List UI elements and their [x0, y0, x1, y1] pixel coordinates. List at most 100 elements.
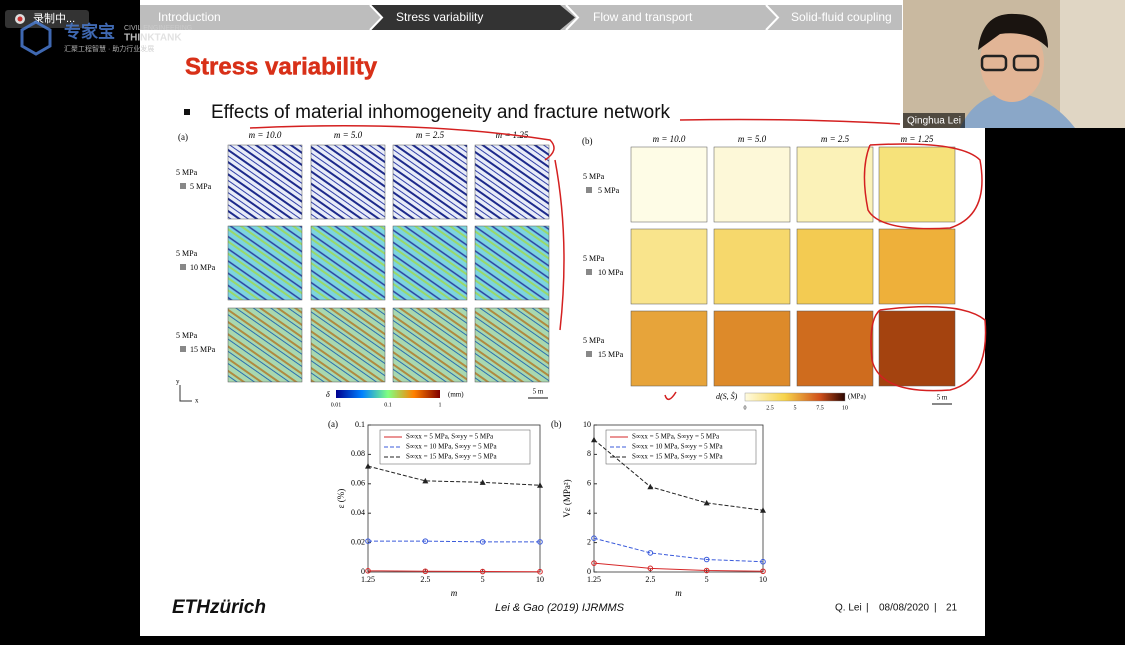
colorbar-tick: 2.5 [766, 405, 774, 411]
y-tick-label: 0.02 [351, 537, 365, 546]
row-label: 5 MPa [190, 182, 212, 191]
nav-bar: Introduction Stress variability Flow and… [140, 4, 902, 31]
footer-logo: ETHzürich [172, 597, 266, 618]
y-tick-label: 0 [587, 567, 591, 576]
x-tick-label: 1.25 [587, 575, 601, 584]
legend-box [605, 429, 757, 465]
y-tick-label: 0.1 [355, 420, 365, 429]
name-tag-bg [903, 113, 965, 128]
stress-map [227, 307, 303, 383]
colorbar-tick: 7.5 [816, 405, 824, 411]
legend-entry: S∞xx = 5 MPa, S∞yy = 5 MPa [632, 433, 720, 441]
logo-line2: THINKTANK [124, 33, 182, 44]
pen-stroke [870, 305, 987, 392]
colorbar-tick: 0.01 [331, 402, 342, 408]
stress-map [474, 144, 550, 220]
column-label: m = 5.0 [334, 130, 363, 140]
column-label: m = 5.0 [738, 134, 767, 144]
x-tick-label: 2.5 [645, 575, 655, 584]
marker [537, 568, 543, 575]
bullet-text: Effects of material inhomogeneity and fr… [211, 102, 671, 123]
logo-icon [20, 20, 52, 56]
y-tick-label: 4 [587, 508, 591, 517]
marker [365, 463, 371, 469]
marker [703, 556, 710, 563]
colorbar-tick: 10 [842, 405, 848, 411]
damage-map [878, 146, 956, 223]
stress-map [392, 307, 468, 383]
logo-line1: CIVIL ENGINEERING [124, 25, 192, 32]
nav-item[interactable]: Solid-fluid coupling [791, 10, 892, 24]
legend-box [379, 429, 531, 465]
glasses [1012, 54, 1040, 72]
marker [537, 539, 543, 545]
row-label: 10 MPa [598, 268, 624, 277]
chart-label: (b) [551, 419, 562, 429]
marker [422, 568, 429, 575]
pen-stroke [863, 143, 983, 230]
marker [703, 567, 710, 574]
legend-entry: S∞xx = 15 MPa, S∞yy = 5 MPa [406, 453, 498, 461]
marker [760, 568, 766, 575]
pen-stroke [664, 391, 677, 401]
stress-map [392, 144, 468, 220]
row-label: 5 MPa [176, 331, 198, 340]
row-label: 5 MPa [583, 254, 605, 263]
plot-frame [367, 424, 541, 573]
column-label: m = 2.5 [416, 130, 445, 140]
marker [365, 538, 371, 544]
row-label: 5 MPa [583, 336, 605, 345]
x-tick-label: 5 [481, 575, 485, 584]
colorbar-tick: 0 [744, 405, 747, 411]
face [980, 22, 1044, 102]
colorbar-unit: (mm) [448, 391, 464, 399]
y-tick-label: 0.06 [351, 479, 365, 488]
x-tick-label: 1.25 [361, 575, 375, 584]
colorbar-tick: 0.1 [384, 402, 392, 408]
marker [591, 535, 597, 541]
slide-title: Stress variability [185, 53, 378, 80]
load-icon [586, 351, 592, 357]
column-label: m = 2.5 [821, 134, 850, 144]
stress-map [310, 307, 386, 383]
series-line [368, 540, 540, 543]
load-icon [180, 264, 186, 270]
y-tick-label: 0.04 [351, 508, 365, 517]
bullet-mark [184, 109, 190, 115]
nav-item[interactable]: Stress variability [396, 10, 483, 24]
series-line [593, 537, 764, 563]
footer-page: 21 [946, 603, 958, 614]
x-tick-label: 5 [705, 575, 709, 584]
row-label: 10 MPa [190, 263, 216, 272]
axis-x: x [195, 397, 199, 405]
shirt [960, 92, 1075, 128]
marker [647, 565, 654, 572]
marker [479, 479, 486, 485]
participant-name: Qinghua Lei [907, 116, 961, 127]
panel-label: (a) [178, 132, 188, 142]
stress-map [392, 225, 468, 301]
marker [422, 477, 429, 484]
panel-label: (b) [582, 136, 593, 146]
damage-map [630, 228, 708, 305]
stress-map [227, 225, 303, 301]
nav-item[interactable]: Flow and transport [593, 10, 693, 24]
y-tick-label: 6 [587, 479, 591, 488]
damage-map [630, 146, 708, 223]
x-tick-label: 10 [536, 575, 544, 584]
marker [479, 539, 486, 545]
marker [479, 568, 486, 575]
glasses [980, 54, 1008, 72]
damage-map [630, 310, 708, 387]
rec-dot-inner [17, 16, 23, 22]
colorbar-symbol: d(S, Ŝ) [716, 391, 738, 401]
damage-map [796, 310, 874, 387]
nav-item[interactable]: Introduction [158, 10, 221, 24]
citation: Lei & Gao (2019) IJRMMS [495, 602, 625, 614]
axis-arrows [179, 385, 192, 402]
y-axis-label: Vε (MPa²) [562, 479, 572, 517]
series-line [593, 562, 764, 572]
nav-chevron [369, 4, 780, 31]
footer-date: 08/08/2020 [879, 603, 929, 614]
